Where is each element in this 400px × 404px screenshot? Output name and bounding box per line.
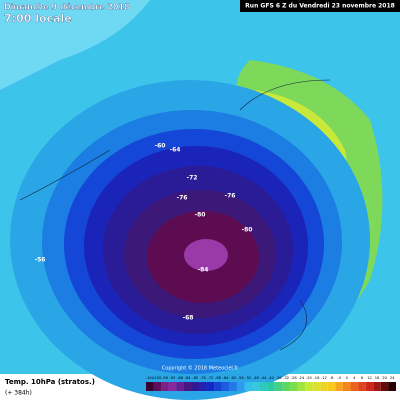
- legend-label: -20: [306, 376, 313, 380]
- legend-label: -8: [330, 376, 334, 380]
- contour-label: -72: [187, 175, 198, 182]
- legend-swatch: [350, 382, 359, 391]
- copyright: Copyright © 2018 Meteociel.fr: [162, 365, 239, 372]
- legend-swatch: [297, 382, 306, 391]
- legend-label: -80: [192, 376, 199, 380]
- legend-label: -100: [153, 376, 162, 380]
- contour-label: -84: [198, 267, 209, 274]
- coastline: [19, 79, 331, 351]
- legend-swatch: [327, 382, 336, 391]
- legend-label: -88: [177, 376, 184, 380]
- legend-swatch: [199, 382, 207, 391]
- legend-label: -28: [291, 376, 298, 380]
- legend-label: -68: [215, 376, 222, 380]
- legend-swatch: [342, 382, 351, 391]
- time: 7:00 locale: [4, 12, 72, 25]
- legend-swatch: [274, 382, 283, 391]
- legend-label: -76: [200, 376, 207, 380]
- legend-label: -36: [276, 376, 283, 380]
- legend-swatch: [373, 382, 381, 391]
- legend-swatch: [168, 382, 177, 391]
- legend-label: -96: [162, 376, 169, 380]
- date: Dimanche 9 décembre 2018: [4, 2, 130, 12]
- legend-swatch: [153, 382, 162, 391]
- legend-swatch: [206, 382, 215, 391]
- contour-label: -80: [195, 212, 206, 219]
- map-area: [0, 0, 150, 90]
- legend-swatch: [365, 382, 374, 391]
- legend-swatch: [358, 382, 366, 391]
- legend-swatch: [305, 382, 313, 391]
- contour-label: -76: [177, 195, 188, 202]
- legend-label: -32: [283, 376, 289, 380]
- legend-label: 20: [382, 376, 387, 380]
- legend-label: -104: [146, 376, 155, 380]
- contour-label: -60: [155, 143, 166, 150]
- legend-label: -12: [321, 376, 327, 380]
- legend-swatch: [176, 382, 184, 391]
- legend-swatch: [146, 382, 154, 391]
- legend-label: -60: [230, 376, 237, 380]
- legend-swatch: [282, 382, 290, 391]
- legend-swatch: [289, 382, 298, 391]
- contour-label: -64: [170, 147, 181, 154]
- legend-label: -4: [337, 376, 341, 380]
- contour-label: -76: [225, 193, 236, 200]
- contour-label: -68: [183, 315, 194, 322]
- legend-swatch: [214, 382, 222, 391]
- lead: (+ 384h): [5, 390, 32, 397]
- legend-label: 8: [361, 376, 364, 380]
- contour-label: -56: [35, 257, 46, 264]
- legend-swatch: [229, 382, 237, 391]
- legend-swatch: [380, 382, 389, 391]
- legend-label: 24: [390, 376, 395, 380]
- vortex-core: [184, 239, 228, 271]
- legend-label: -92: [170, 376, 176, 380]
- legend-swatch: [236, 382, 245, 391]
- legend-swatch: [320, 382, 328, 391]
- legend-label: -40: [268, 376, 275, 380]
- legend-label: -56: [238, 376, 245, 380]
- legend-label: 16: [375, 376, 380, 380]
- contour-label: -80: [242, 227, 253, 234]
- legend-swatch: [221, 382, 230, 391]
- legend-swatch: [191, 382, 200, 391]
- legend-swatch: [244, 382, 253, 391]
- legend-label: -44: [260, 376, 267, 380]
- legend-swatch: [161, 382, 169, 391]
- legend-label: 0: [346, 376, 349, 380]
- legend-swatch: [183, 382, 192, 391]
- legend-swatch: [267, 382, 275, 391]
- legend-swatch: [388, 382, 396, 391]
- legend-label: -72: [207, 376, 213, 380]
- field: Temp. 10hPa (stratos.): [5, 378, 95, 386]
- legend-label: 4: [353, 376, 356, 380]
- legend-label: -64: [223, 376, 230, 380]
- legend-label: -48: [253, 376, 260, 380]
- legend-label: -16: [314, 376, 321, 380]
- run: Run GFS 6 Z du Vendredi 23 novembre 2018: [245, 3, 395, 10]
- legend-label: -24: [298, 376, 305, 380]
- legend-swatch: [312, 382, 321, 391]
- legend-label: -84: [185, 376, 192, 380]
- legend-swatch: [252, 382, 260, 391]
- run-box: [240, 0, 400, 12]
- legend-label: 12: [367, 376, 372, 380]
- legend-swatch: [335, 382, 343, 391]
- legend-label: -52: [245, 376, 251, 380]
- legend-swatch: [259, 382, 268, 391]
- legend: -104 -100 -96 -92 -88 -84 -80 -76 -72 -68 -64 -60 -5…: [146, 376, 396, 391]
